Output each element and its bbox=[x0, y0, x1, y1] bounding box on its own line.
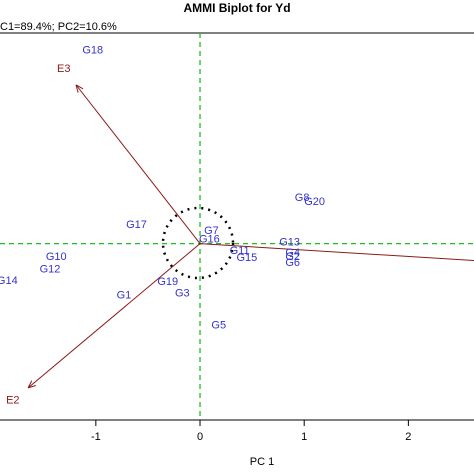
genotype-label: G3 bbox=[175, 287, 190, 299]
environment-vector bbox=[27, 243, 201, 389]
arrow-head bbox=[75, 84, 84, 90]
genotype-label: G17 bbox=[126, 219, 147, 231]
arrow-head bbox=[27, 380, 33, 389]
genotype-label: G1 bbox=[117, 289, 132, 301]
genotype-label: G12 bbox=[40, 263, 61, 275]
subtitle: C1=89.4%; PC2=10.6% bbox=[0, 21, 117, 33]
x-tick-label: -1 bbox=[91, 431, 101, 443]
arrow-head bbox=[75, 84, 79, 93]
genotype-label: G5 bbox=[211, 319, 226, 331]
genotype-label: G16 bbox=[199, 233, 220, 245]
genotype-label: G10 bbox=[46, 251, 67, 263]
x-tick-label: 0 bbox=[197, 431, 203, 443]
x-tick-label: 2 bbox=[405, 431, 411, 443]
genotype-label: G2 bbox=[285, 251, 300, 263]
genotype-label: G19 bbox=[157, 276, 178, 288]
environment-label: E2 bbox=[6, 395, 19, 407]
genotype-label: G8 bbox=[295, 192, 310, 204]
arrow-head bbox=[27, 385, 36, 389]
highlight-circle bbox=[161, 206, 235, 280]
environment-label: E3 bbox=[57, 63, 70, 75]
genotype-label: G11 bbox=[230, 245, 250, 257]
x-axis-label: PC 1 bbox=[250, 456, 274, 468]
genotype-label: G14 bbox=[0, 275, 18, 287]
genotype-label: G15 bbox=[236, 252, 257, 264]
genotype-label: G20 bbox=[304, 196, 325, 208]
genotype-label: G13 bbox=[279, 236, 300, 248]
genotype-label: G7 bbox=[204, 225, 219, 237]
genotype-label: G4 bbox=[285, 247, 300, 259]
environment-vector bbox=[75, 84, 201, 244]
genotype-label: G6 bbox=[285, 257, 300, 269]
environment-vector bbox=[199, 243, 474, 262]
x-tick-label: 1 bbox=[301, 431, 307, 443]
chart-title: AMMI Biplot for Yd bbox=[183, 1, 290, 15]
genotype-label: G18 bbox=[82, 45, 103, 57]
